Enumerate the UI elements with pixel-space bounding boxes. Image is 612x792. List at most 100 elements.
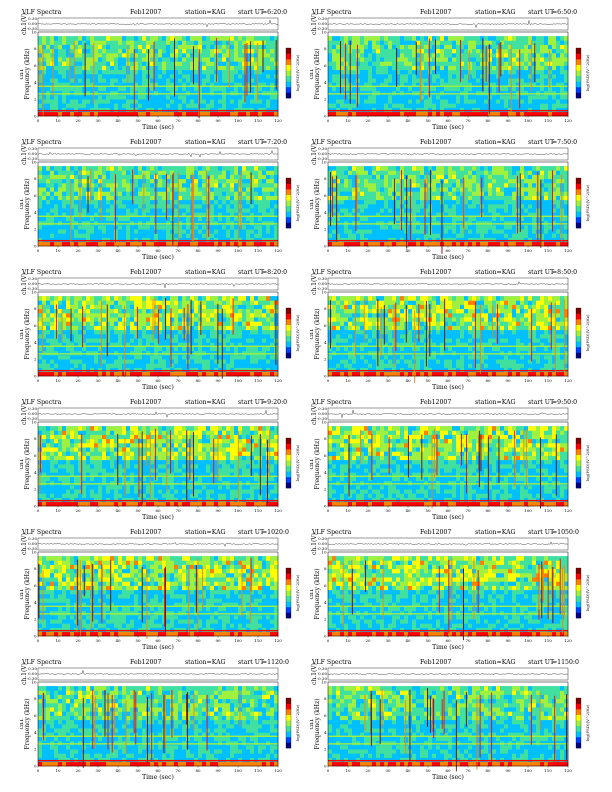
spectrogram-cell (500, 178, 505, 184)
spectrogram-cell (464, 99, 469, 104)
spectrogram-cell (336, 48, 341, 54)
spectrogram-cell (432, 216, 437, 222)
spectrogram-cell (210, 225, 215, 230)
spectrogram-cell (130, 57, 135, 62)
spectrogram-cell (50, 225, 55, 230)
spectrogram-cell (162, 216, 167, 222)
spectrogram-cell (166, 111, 171, 117)
spectrogram-cell (226, 103, 231, 108)
spectrogram-cell (202, 166, 207, 171)
spectrogram-cell (332, 111, 337, 117)
spectrogram-cell (524, 36, 529, 41)
colorbar-segment (286, 216, 291, 223)
spectrogram-streak (205, 170, 207, 240)
spectrogram-cell (78, 74, 83, 79)
spectrogram-cell (552, 233, 557, 238)
spectrogram-cell (356, 99, 361, 104)
spectrogram-cell (102, 208, 107, 213)
spectrogram-cell (122, 204, 127, 209)
spectrogram-cell (66, 187, 71, 192)
spectrogram-cell (194, 237, 199, 243)
spectrogram-cell (258, 103, 263, 108)
spectrogram-cell (74, 53, 79, 58)
spectrogram-cell (472, 212, 477, 217)
spectrogram-cell (424, 237, 429, 243)
spectrogram-cell (492, 237, 497, 243)
spectrogram-cell (90, 229, 95, 234)
spectrogram-cell (174, 53, 179, 58)
spectrogram-cell (532, 178, 537, 184)
spectrogram-cell (564, 233, 569, 238)
spectrogram-cell (38, 208, 43, 213)
spectrogram-cell (540, 225, 545, 230)
spectrogram-cell (368, 65, 373, 71)
spectrogram-cell (412, 78, 417, 83)
spectrogram-cell (198, 78, 203, 83)
spectrogram-cell (516, 57, 521, 62)
spectrogram-cell (344, 199, 349, 205)
spectrogram-cell (344, 69, 349, 75)
colorbar-frame (575, 47, 582, 99)
spectrogram-streak (519, 173, 521, 232)
spectrogram-cell (392, 40, 397, 45)
spectrogram-cell (372, 53, 377, 58)
spectrogram-cell (258, 111, 263, 117)
spectrogram-cell (118, 178, 123, 184)
spectrogram-cell (38, 166, 43, 171)
spectrogram-cell (38, 216, 43, 222)
spectrogram-cell (376, 99, 381, 104)
spectrogram-cell (158, 107, 163, 113)
spectrogram-cell (444, 82, 449, 87)
spectrogram-cell (138, 57, 143, 62)
spectrogram-cell (416, 107, 421, 113)
spectrogram-cell (476, 191, 481, 196)
spectrogram-cell (38, 183, 43, 188)
spectrogram-cell (512, 233, 517, 238)
spectrogram-cell (170, 237, 175, 243)
spectrogram-cell (130, 187, 135, 192)
spectrogram-cell (154, 170, 159, 175)
spectrogram-cell (242, 36, 247, 41)
spectrogram-cell (198, 36, 203, 41)
spectrogram-cell (548, 44, 553, 50)
spectrogram-cell (432, 107, 437, 113)
spectrogram-cell (66, 48, 71, 54)
spectrogram-cell (448, 187, 453, 192)
spectrogram-cell (352, 111, 357, 117)
spectrogram-cell (416, 61, 421, 66)
spectrogram-cell (352, 61, 357, 66)
spectrogram-cell (504, 40, 509, 45)
spectrogram-cell (492, 229, 497, 234)
spectrogram-cell (66, 233, 71, 238)
spectrogram-cell (254, 241, 259, 247)
spectrogram-cell (114, 170, 119, 175)
spectrogram-cell (376, 166, 381, 171)
spectrogram-streak (237, 180, 239, 248)
spectrogram-cell (186, 216, 191, 222)
spectrogram-cell (62, 178, 67, 184)
spectrogram-cell (174, 178, 179, 184)
spectrogram-cell (388, 44, 393, 50)
spectrogram-cell (396, 195, 401, 201)
spectrogram-cell (198, 61, 203, 66)
spectrogram-cell (42, 103, 47, 108)
spectrogram-cell (504, 220, 509, 226)
spectrogram-cell (138, 53, 143, 58)
spectrogram-cell (174, 69, 179, 75)
spectrogram-cell (106, 103, 111, 108)
spectrogram-cell (162, 220, 167, 226)
spectrogram-cell (448, 103, 453, 108)
spectrogram-cell (42, 346, 47, 352)
spectrogram-cell (178, 225, 183, 230)
spectrogram-cell (222, 90, 227, 96)
spectrogram-cell (460, 212, 465, 217)
spectrogram-cell (468, 65, 473, 71)
spectrogram-cell (258, 82, 263, 87)
panel-start-label: start UT (528, 139, 555, 146)
spectrogram-cell (332, 166, 337, 171)
spectrogram-cell (126, 187, 131, 192)
spectrogram-streak (240, 170, 242, 230)
spectrogram-cell (90, 44, 95, 50)
spectrogram-cell (480, 212, 485, 217)
spectrogram-cell (230, 212, 235, 217)
